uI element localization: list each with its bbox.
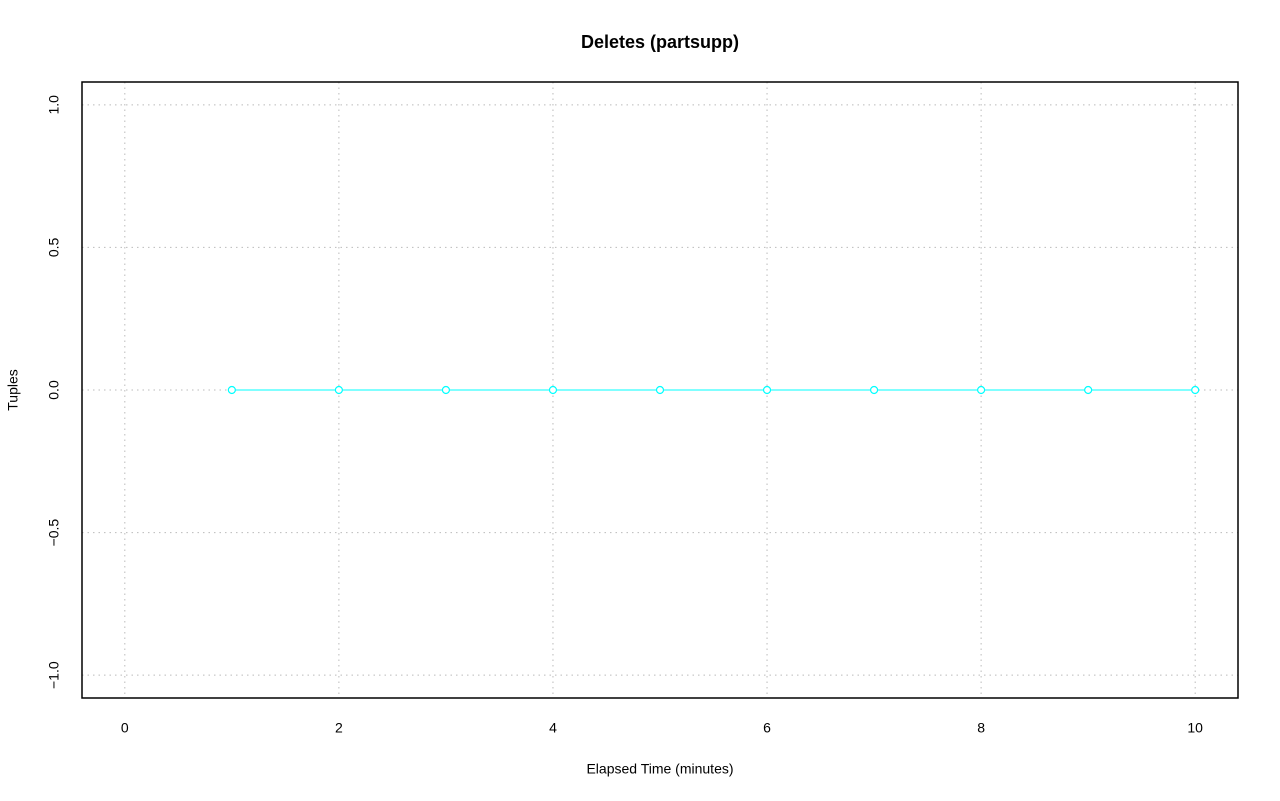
- plot-frame: [81, 81, 1239, 699]
- x-tick-label: 0: [121, 720, 129, 736]
- data-point: [227, 385, 236, 395]
- x-tick-label: 10: [1187, 720, 1203, 736]
- y-tick-label: −1.0: [46, 661, 62, 689]
- data-point: [655, 385, 665, 395]
- y-tick-label: 0.0: [46, 380, 62, 400]
- data-point: [869, 385, 879, 395]
- data-point: [1191, 385, 1200, 395]
- data-point: [762, 385, 772, 395]
- x-axis-label: Elapsed Time (minutes): [586, 761, 733, 777]
- data-point: [441, 385, 451, 395]
- data-point: [548, 385, 558, 395]
- x-tick-label: 6: [763, 720, 771, 736]
- x-tick-label: 8: [977, 720, 985, 736]
- y-tick-label: 0.5: [46, 237, 62, 257]
- chart-title: Deletes (partsupp): [581, 32, 739, 52]
- data-point: [977, 385, 986, 395]
- y-axis-label: Tuples: [5, 369, 21, 411]
- data-point: [1084, 385, 1093, 395]
- x-tick-label: 2: [335, 720, 343, 736]
- x-tick-label: 4: [549, 720, 557, 736]
- y-tick-label: −0.5: [46, 519, 62, 547]
- y-tick-label: 1.0: [46, 95, 62, 115]
- data-point: [334, 385, 343, 395]
